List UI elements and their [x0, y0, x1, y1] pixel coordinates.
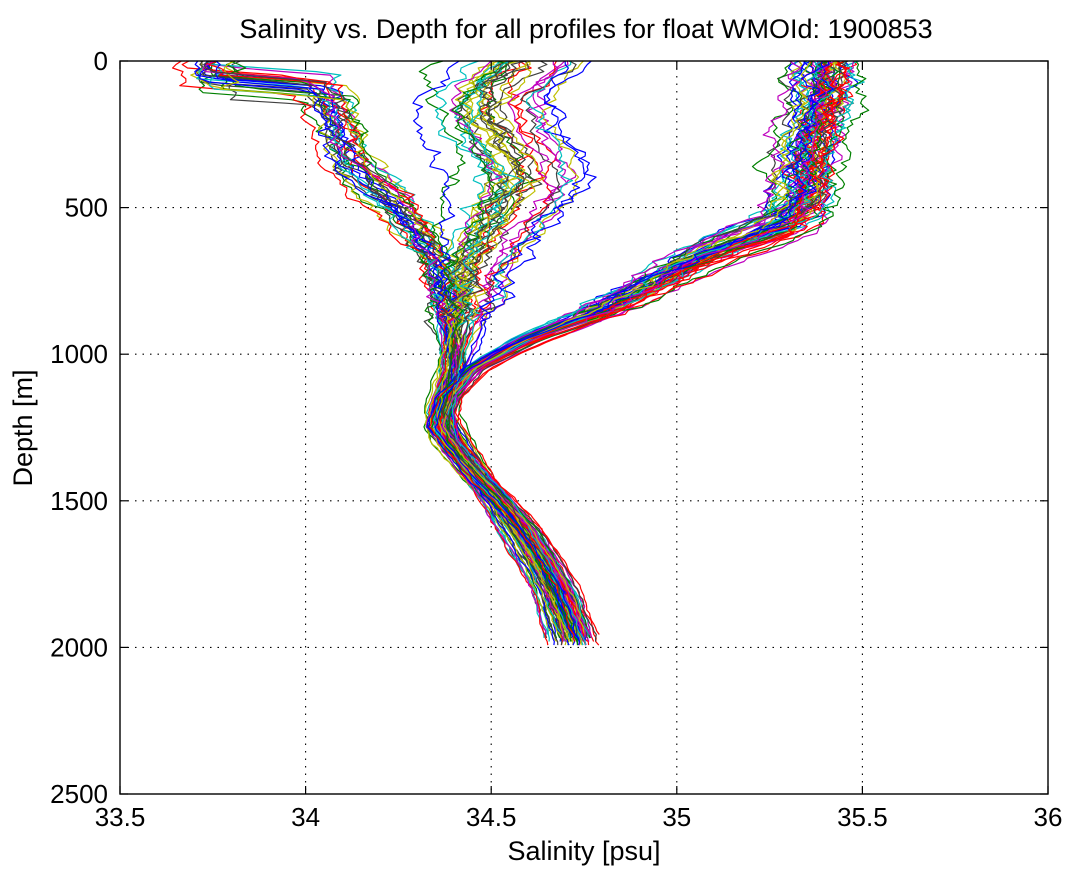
- axis-ticks: 33.5 34 34.5 35 35.5 36 0 500 1000 1500 2000 2500: [50, 46, 1062, 832]
- x-tick-label: 36: [1034, 802, 1063, 832]
- profile-line: [443, 60, 831, 635]
- y-axis-label: Depth [m]: [8, 369, 38, 486]
- chart-title: Salinity vs. Depth for all profiles for …: [239, 14, 932, 44]
- plot-frame: [119, 60, 1049, 795]
- profile-line: [428, 60, 827, 639]
- x-tick-label: 33.5: [95, 802, 146, 832]
- profile-line: [196, 60, 545, 639]
- y-tick-label: 2000: [50, 632, 108, 662]
- profile-line: [434, 60, 830, 642]
- y-tick-label: 500: [65, 193, 108, 223]
- grid-lines: [120, 61, 1048, 794]
- profile-line: [439, 60, 574, 639]
- y-tick-label: 1500: [50, 486, 108, 516]
- profile-line: [428, 60, 819, 639]
- profile-line: [206, 60, 558, 642]
- profile-line: [441, 60, 802, 646]
- profile-line: [435, 61, 567, 642]
- profile-line: [443, 60, 575, 635]
- x-axis-label: Salinity [psu]: [507, 836, 660, 866]
- profile-line: [455, 60, 838, 635]
- profile-line: [431, 60, 819, 639]
- profile-line: [444, 60, 578, 635]
- profile-line: [428, 60, 562, 639]
- profile-line: [202, 60, 547, 635]
- x-tick-label: 34.5: [466, 802, 517, 832]
- profile-line: [425, 60, 832, 639]
- x-tick-label: 34: [291, 802, 320, 832]
- profile-line: [451, 60, 587, 646]
- profile-line: [445, 60, 835, 635]
- profile-line: [438, 60, 833, 646]
- profile-line: [429, 60, 850, 642]
- y-tick-label: 0: [94, 46, 108, 76]
- profile-line: [442, 60, 591, 646]
- y-tick-label: 2500: [50, 779, 108, 809]
- x-tick-label: 35: [662, 802, 691, 832]
- profile-line: [436, 60, 570, 642]
- profile-line: [443, 60, 812, 632]
- y-tick-label: 1000: [50, 339, 108, 369]
- x-tick-label: 35.5: [837, 802, 888, 832]
- profile-lines: [172, 60, 870, 646]
